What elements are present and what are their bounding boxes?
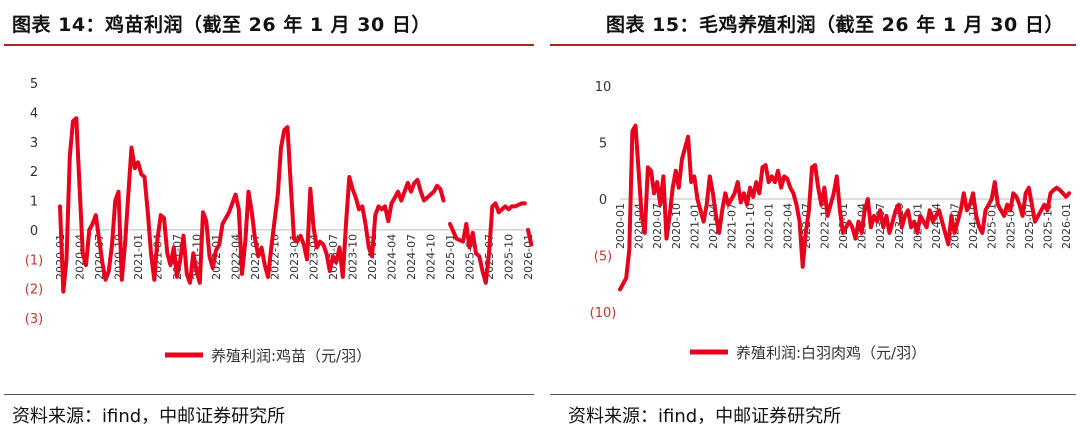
left-y-tick-label: 1 — [30, 195, 38, 210]
left-series-line-segment — [448, 201, 527, 285]
left-x-tick-label: 2025-01 — [444, 234, 457, 280]
right-x-tick-label: 2022-04 — [781, 203, 794, 249]
right-x-tick-label: 2024-04 — [930, 203, 943, 249]
left-y-tick-label: (1) — [25, 253, 43, 268]
left-y-tick-label: (3) — [25, 312, 43, 327]
right-series-line-segment — [618, 123, 1072, 292]
left-x-tick-label: 2024-04 — [386, 234, 399, 280]
right-legend-label: 养殖利润:白羽肉鸡（元/羽） — [736, 344, 926, 362]
left-y-tick-label: 5 — [30, 77, 38, 92]
right-y-tick-label: 5 — [599, 137, 607, 152]
right-x-tick-label: 2020-10 — [670, 203, 683, 249]
left-y-tick-label: 4 — [30, 106, 38, 121]
right-y-tick-label: 0 — [599, 193, 607, 208]
left-y-tick-label: 2 — [30, 165, 38, 180]
left-x-tick-label: 2022-07 — [249, 234, 262, 280]
left-series-line-segment — [58, 116, 446, 294]
right-x-tick-label: 2025-04 — [1004, 203, 1017, 249]
right-x-tick-label: 2021-07 — [726, 203, 739, 249]
right-source-note: 资料来源：ifind，中邮证券研究所 — [568, 406, 842, 427]
right-source-rule — [550, 394, 1076, 395]
right-x-tick-label: 2020-07 — [651, 203, 664, 249]
left-title-rule — [4, 44, 534, 46]
left-y-tick-label: (2) — [25, 283, 43, 298]
left-x-tick-label: 2023-01 — [288, 234, 301, 280]
left-x-tick-label: 2021-01 — [132, 234, 145, 280]
left-y-tick-label: 0 — [30, 224, 38, 239]
right-chart-title: 图表 15：毛鸡养殖利润（截至 26 年 1 月 30 日） — [606, 14, 1064, 36]
right-y-tick-label: 10 — [595, 80, 612, 95]
right-x-tick-label: 2025-10 — [1041, 203, 1054, 249]
right-x-tick-label: 2021-01 — [688, 203, 701, 249]
left-source-note: 资料来源：ifind，中邮证券研究所 — [12, 406, 286, 427]
right-x-tick-label: 2022-01 — [763, 203, 776, 249]
right-y-tick-label: (5) — [594, 250, 612, 265]
left-legend-label: 养殖利润:鸡苗（元/羽） — [211, 347, 371, 365]
left-x-tick-label: 2024-10 — [425, 234, 438, 280]
left-series-line-segment — [526, 227, 534, 247]
right-x-tick-label: 2025-01 — [986, 203, 999, 249]
left-x-tick-label: 2024-07 — [405, 234, 418, 280]
right-x-tick-label: 2021-10 — [744, 203, 757, 249]
left-y-tick-label: 3 — [30, 136, 38, 151]
left-x-tick-label: 2025-10 — [503, 234, 516, 280]
right-x-tick-label: 2020-01 — [614, 203, 627, 249]
right-title-rule — [550, 44, 1076, 46]
right-x-tick-label: 2026-01 — [1060, 203, 1073, 249]
left-chart-title: 图表 14：鸡苗利润（截至 26 年 1 月 30 日） — [12, 14, 431, 36]
left-source-rule — [4, 394, 534, 395]
right-y-tick-label: (10) — [590, 306, 617, 321]
left-x-tick-label: 2023-10 — [347, 234, 360, 280]
